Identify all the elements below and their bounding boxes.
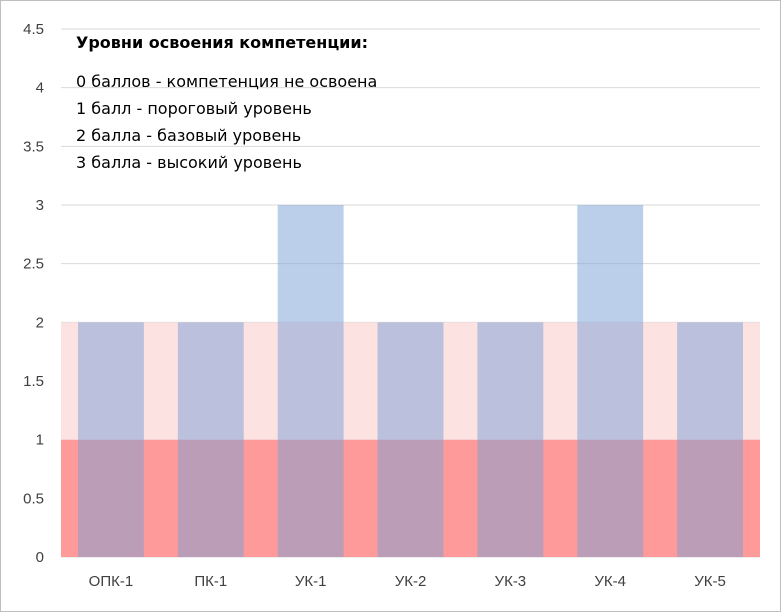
x-tick-label-0: ОПК-1	[89, 573, 134, 590]
x-tick-label-6: УК-5	[694, 573, 726, 590]
annotation-line-0: 0 баллов - компетенция не освоена	[76, 72, 378, 91]
y-tick-label-4: 2	[36, 314, 44, 331]
annotation-line-2: 2 балла - базовый уровень	[76, 126, 302, 145]
y-tick-label-5: 2.5	[23, 256, 44, 273]
bar-УК-4	[577, 205, 644, 557]
y-axis-ticks: 0 0.5 1 1.5 2 2.5 3 3.5 4 4.5	[23, 21, 44, 566]
y-tick-label-1: 0.5	[23, 490, 44, 507]
x-tick-label-2: УК-1	[295, 573, 327, 590]
annotation-line-1: 1 балл - пороговый уровень	[76, 99, 312, 118]
bar-ПК-1	[177, 322, 244, 557]
bar-УК-2	[377, 322, 444, 557]
annotation-title: Уровни освоения компетенции:	[76, 33, 368, 52]
y-tick-label-3: 1.5	[23, 373, 44, 390]
x-axis-ticks: ОПК-1 ПК-1 УК-1 УК-2 УК-3 УК-4 УК-5	[89, 573, 726, 590]
bar-ОПК-1	[77, 322, 144, 557]
bar-УК-3	[477, 322, 544, 557]
y-tick-label-7: 3.5	[23, 138, 44, 155]
x-tick-label-5: УК-4	[594, 573, 626, 590]
y-tick-label-8: 4	[36, 80, 44, 97]
y-tick-label-6: 3	[36, 197, 44, 214]
y-tick-label-9: 4.5	[23, 21, 44, 38]
x-tick-label-3: УК-2	[395, 573, 427, 590]
bars	[77, 205, 744, 557]
bar-УК-5	[677, 322, 744, 557]
x-tick-label-4: УК-3	[495, 573, 527, 590]
bar-УК-1	[277, 205, 344, 557]
x-tick-label-1: ПК-1	[194, 573, 227, 590]
y-tick-label-2: 1	[36, 432, 44, 449]
y-tick-label-0: 0	[36, 549, 44, 566]
annotation-line-3: 3 балла - высокий уровень	[76, 153, 302, 172]
